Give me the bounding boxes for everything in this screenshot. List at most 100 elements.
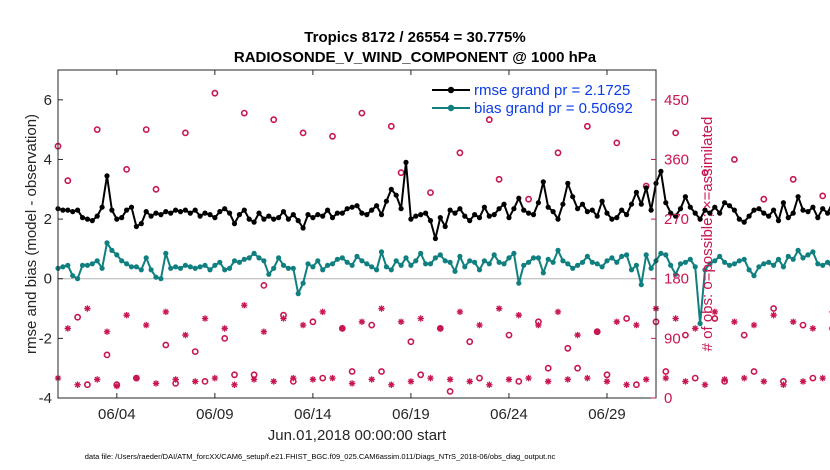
bias-point [148, 267, 154, 273]
rmse-point [467, 218, 473, 224]
bias-point [437, 252, 443, 258]
obs-possible-point [397, 169, 405, 177]
obs-assimilated-point [603, 378, 611, 385]
obs-possible-point [211, 89, 219, 97]
bias-point [285, 265, 291, 271]
bias-point [565, 261, 571, 267]
rmse-point [187, 210, 193, 216]
bias-point [280, 262, 287, 268]
rmse-point [761, 210, 767, 216]
y-axis-label: rmse and bias (model - observation) [23, 114, 40, 354]
rmse-point [457, 206, 463, 212]
bias-point [810, 249, 816, 255]
bias-point [476, 267, 483, 273]
rmse-point [462, 213, 468, 219]
bias-point [638, 282, 644, 288]
obs-assimilated-point [358, 318, 366, 325]
bias-point [153, 274, 159, 280]
rmse-point [261, 216, 267, 222]
y-right-tick-label: 90 [664, 330, 681, 347]
obs-possible-point [162, 341, 170, 349]
obs-possible-point [799, 321, 807, 329]
bias-point [472, 259, 478, 265]
bias-point [516, 280, 522, 286]
bias-point [261, 258, 267, 264]
obs-assimilated-point [270, 378, 277, 385]
obs-assimilated-point [201, 315, 209, 322]
bias-point [128, 264, 135, 270]
rmse-point [442, 223, 448, 230]
obs-possible-point [485, 116, 493, 124]
bias-point [526, 259, 532, 265]
rmse-point [614, 215, 620, 221]
obs-assimilated-point [388, 381, 395, 388]
rmse-point [344, 206, 350, 212]
obs-assimilated-point [760, 378, 768, 385]
bias-point [94, 258, 100, 264]
bias-point [677, 261, 684, 267]
bias-point [315, 258, 321, 264]
rmse-point [427, 218, 434, 224]
bias-point [496, 259, 502, 265]
bias-point [702, 267, 708, 273]
rmse-point [413, 213, 419, 219]
obs-assimilated-point [339, 325, 346, 332]
obs-assimilated-point [466, 378, 473, 385]
obs-possible-point [417, 371, 425, 379]
obs-assimilated-point [378, 305, 385, 312]
rmse-point [437, 215, 443, 221]
rmse-point [315, 212, 321, 218]
rmse-point [359, 210, 365, 216]
obs-possible-point [515, 377, 523, 385]
rmse-point [707, 210, 713, 216]
rmse-point [785, 215, 791, 221]
bias-point [109, 247, 115, 253]
rmse-point [775, 218, 782, 224]
rmse-point [476, 215, 483, 221]
obs-possible-point [809, 374, 817, 382]
rmse-point [501, 201, 507, 207]
obs-assimilated-point [535, 321, 542, 329]
bias-point [560, 258, 566, 264]
obs-possible-point [142, 126, 150, 134]
rmse-point [780, 200, 787, 206]
bias-point [418, 250, 424, 256]
y-axis-left: -4 -2 0 2 4 6 [39, 92, 63, 407]
obs-assimilated-point [525, 374, 532, 382]
bias-point [408, 262, 414, 268]
bias-point [815, 261, 821, 267]
rmse-point [579, 201, 586, 207]
rmse-point [628, 201, 635, 207]
bias-point [785, 253, 791, 259]
obs-possible-point [84, 381, 91, 389]
rmse-point [643, 185, 649, 191]
bias-point [648, 265, 654, 271]
rmse-point [364, 212, 370, 218]
obs-assimilated-point [741, 374, 748, 382]
bias-point [374, 267, 380, 273]
bias-point [133, 264, 139, 270]
obs-possible-point [319, 374, 327, 382]
obs-assimilated-point [544, 378, 552, 385]
rmse-point [673, 213, 679, 219]
obs-assimilated-point [564, 376, 571, 383]
obs-assimilated-point [329, 374, 336, 382]
rmse-point [800, 207, 806, 213]
x-tick-label: 06/29 [588, 406, 626, 423]
rmse-point [565, 180, 571, 186]
y-axis-right-label: # of obs: o=possible; ×=assimilated [699, 117, 716, 352]
rmse-point [526, 210, 532, 216]
obs-assimilated-point [113, 382, 121, 390]
bias-point [305, 261, 311, 267]
rmse-point [648, 207, 654, 213]
bias-point [251, 250, 257, 256]
rmse-point [158, 212, 164, 218]
obs-assimilated-point [162, 308, 170, 316]
bias-point [256, 255, 262, 261]
bias-point [295, 291, 301, 297]
bias-point [795, 247, 801, 253]
rmse-point [820, 206, 826, 212]
rmse-point [276, 215, 282, 221]
obs-assimilated-point [770, 311, 777, 319]
bias-point [334, 256, 340, 262]
